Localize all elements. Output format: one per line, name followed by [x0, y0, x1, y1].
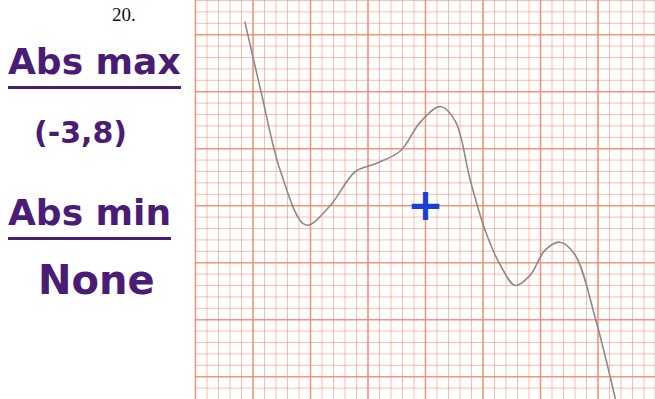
- html-text:Abs max: Abs max: [8, 41, 181, 82]
- html-text:None: None: [38, 257, 155, 303]
- html-text:20.: 20.: [112, 4, 136, 25]
- html-text:(-3,8): (-3,8): [34, 115, 127, 150]
- svg-text:+: +: [407, 179, 444, 230]
- html-text:Abs min: Abs min: [8, 192, 172, 233]
